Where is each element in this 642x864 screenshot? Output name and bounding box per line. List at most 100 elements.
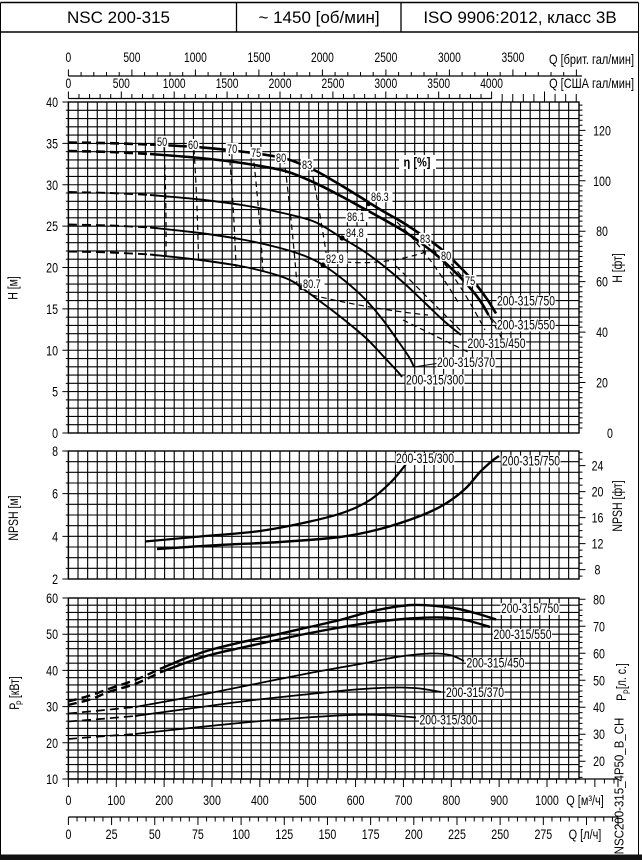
svg-text:2000: 2000 [311, 50, 334, 66]
svg-text:0: 0 [65, 827, 71, 843]
svg-text:200-315/300: 200-315/300 [419, 712, 477, 728]
svg-text:20: 20 [592, 484, 604, 500]
svg-text:3000: 3000 [374, 76, 397, 92]
svg-text:ISO 9906:2012, класс 3В: ISO 9906:2012, класс 3В [423, 8, 616, 27]
svg-text:80: 80 [441, 250, 451, 264]
svg-text:80: 80 [596, 224, 608, 240]
svg-text:20: 20 [46, 260, 58, 276]
svg-text:P [л. с.]: P [л. с.] [614, 663, 630, 701]
svg-text:200-315/550: 200-315/550 [497, 317, 555, 333]
svg-text:Q [л/ч]: Q [л/ч] [569, 827, 602, 843]
svg-text:75: 75 [465, 275, 475, 289]
svg-text:15: 15 [46, 301, 58, 317]
svg-text:100: 100 [107, 793, 125, 809]
svg-text:4000: 4000 [480, 76, 503, 92]
svg-text:η [%]: η [%] [404, 155, 431, 170]
svg-text:30: 30 [46, 699, 58, 715]
svg-text:100: 100 [593, 173, 611, 189]
svg-text:86.1: 86.1 [347, 211, 365, 225]
svg-text:0: 0 [65, 793, 71, 809]
svg-text:NPSH [фт]: NPSH [фт] [610, 480, 626, 531]
svg-text:5: 5 [52, 384, 58, 400]
svg-text:NPSH [м]: NPSH [м] [6, 495, 22, 540]
svg-text:200-315/450: 200-315/450 [467, 336, 525, 352]
svg-text:2: 2 [52, 572, 58, 588]
svg-text:83: 83 [420, 233, 430, 247]
svg-text:Q [м³/ч]: Q [м³/ч] [566, 793, 603, 809]
svg-text:3500: 3500 [427, 76, 450, 92]
svg-text:70: 70 [593, 619, 605, 635]
svg-text:P: P [15, 700, 25, 705]
svg-text:30: 30 [46, 177, 58, 193]
svg-text:200-315/370: 200-315/370 [437, 355, 495, 371]
svg-text:200-315/450: 200-315/450 [466, 655, 524, 671]
svg-text:700: 700 [395, 793, 413, 809]
svg-text:1000: 1000 [535, 793, 559, 809]
svg-text:3500: 3500 [502, 50, 525, 66]
svg-text:200: 200 [155, 793, 173, 809]
svg-text:86.3: 86.3 [371, 191, 389, 205]
svg-text:~ 1450 [об/мин]: ~ 1450 [об/мин] [258, 8, 379, 27]
svg-text:400: 400 [251, 793, 269, 809]
svg-text:0: 0 [52, 426, 58, 442]
svg-text:225: 225 [448, 827, 466, 843]
svg-text:20: 20 [593, 754, 605, 770]
svg-text:200-315/300: 200-315/300 [406, 372, 464, 388]
svg-text:0: 0 [66, 50, 72, 66]
svg-text:60: 60 [188, 139, 198, 153]
svg-text:16: 16 [592, 510, 604, 526]
svg-text:300: 300 [203, 793, 221, 809]
svg-text:25: 25 [46, 219, 58, 235]
svg-text:150: 150 [319, 827, 337, 843]
svg-text:75: 75 [192, 827, 204, 843]
svg-text:200-315/370: 200-315/370 [446, 685, 504, 701]
svg-text:20: 20 [46, 735, 58, 751]
svg-text:500: 500 [113, 76, 130, 92]
svg-text:40: 40 [46, 663, 58, 679]
svg-text:24: 24 [592, 458, 604, 474]
svg-text:80: 80 [276, 152, 286, 166]
svg-text:30: 30 [593, 727, 605, 743]
svg-text:2500: 2500 [375, 50, 398, 66]
svg-text:200-315/750: 200-315/750 [502, 453, 560, 469]
svg-text:40: 40 [593, 700, 605, 716]
svg-text:2000: 2000 [269, 76, 292, 92]
svg-text:6: 6 [52, 486, 58, 502]
svg-text:10: 10 [46, 772, 58, 788]
svg-text:NSC 200-315: NSC 200-315 [67, 8, 170, 27]
svg-text:250: 250 [491, 827, 509, 843]
svg-text:100: 100 [232, 827, 250, 843]
svg-text:800: 800 [442, 793, 460, 809]
svg-text:500: 500 [299, 793, 317, 809]
svg-text:10: 10 [46, 343, 58, 359]
svg-text:80.7: 80.7 [303, 278, 321, 292]
svg-text:600: 600 [347, 793, 365, 809]
svg-text:200-315/550: 200-315/550 [493, 627, 551, 643]
svg-text:20: 20 [596, 375, 608, 391]
svg-text:83: 83 [302, 159, 312, 173]
svg-text:50: 50 [46, 627, 58, 643]
svg-text:200: 200 [405, 827, 423, 843]
svg-text:Q [брит. гал/мин]: Q [брит. гал/мин] [549, 52, 634, 67]
svg-text:12: 12 [592, 536, 604, 552]
svg-text:125: 125 [275, 827, 293, 843]
svg-text:50: 50 [593, 673, 605, 689]
svg-text:1000: 1000 [184, 50, 207, 66]
svg-text:500: 500 [123, 50, 140, 66]
svg-text:60: 60 [593, 646, 605, 662]
svg-text:25: 25 [106, 827, 118, 843]
svg-text:Q [США гал/мин]: Q [США гал/мин] [549, 76, 634, 91]
svg-text:84.8: 84.8 [346, 227, 364, 241]
svg-text:175: 175 [362, 827, 380, 843]
svg-text:4: 4 [52, 529, 58, 545]
svg-text:2500: 2500 [322, 76, 345, 92]
svg-text:P [кВт]: P [кВт] [7, 676, 23, 710]
svg-text:3000: 3000 [438, 50, 461, 66]
svg-text:8: 8 [52, 444, 58, 460]
svg-text:200-315/750: 200-315/750 [501, 601, 559, 617]
svg-text:H [фт]: H [фт] [610, 253, 626, 283]
svg-text:1500: 1500 [216, 76, 239, 92]
svg-text:75: 75 [251, 147, 261, 161]
svg-text:70: 70 [227, 143, 237, 157]
svg-text:200-315/750: 200-315/750 [497, 293, 555, 309]
